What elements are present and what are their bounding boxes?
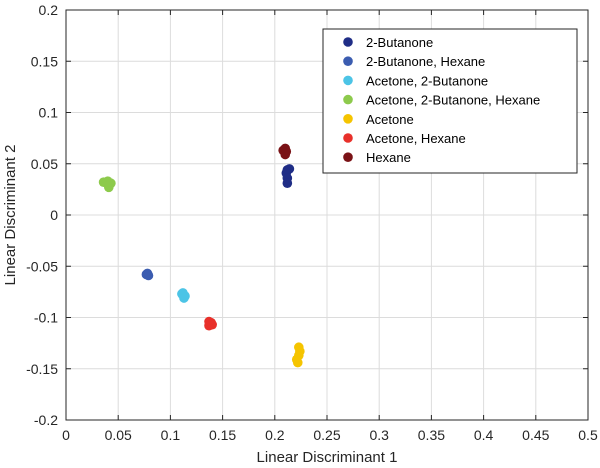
legend-marker — [343, 114, 353, 124]
y-axis-label: Linear Discriminant 2 — [2, 145, 19, 286]
data-point — [104, 182, 114, 193]
legend-box — [322, 28, 578, 174]
x-tick-label: 0.45 — [522, 427, 549, 443]
y-tick-label: -0.15 — [26, 361, 58, 377]
x-tick-label: 0.4 — [474, 427, 494, 443]
legend-label: 2-Butanone, Hexane — [366, 54, 485, 69]
legend-label: 2-Butanone — [366, 35, 433, 50]
x-tick-label: 0.2 — [265, 427, 285, 443]
legend-label: Acetone, 2-Butanone — [366, 73, 488, 88]
legend-label: Acetone — [366, 112, 414, 127]
y-tick-label: 0.2 — [39, 2, 59, 18]
x-tick-label: 0.5 — [578, 427, 598, 443]
x-axis-label: Linear Discriminant 1 — [257, 449, 398, 466]
legend-label: Acetone, 2-Butanone, Hexane — [366, 93, 540, 108]
x-tick-label: 0.3 — [369, 427, 389, 443]
legend-label: Hexane — [366, 150, 411, 165]
legend-marker — [343, 37, 353, 47]
y-tick-label: -0.1 — [34, 310, 58, 326]
x-tick-label: 0.35 — [418, 427, 445, 443]
y-tick-label: 0 — [50, 207, 58, 223]
x-tick-label: 0 — [62, 427, 70, 443]
data-point — [177, 289, 187, 299]
y-tick-label: 0.1 — [39, 105, 59, 121]
y-tick-label: 0.15 — [31, 53, 58, 69]
data-point — [282, 178, 293, 189]
legend-marker — [343, 56, 353, 66]
data-point — [280, 149, 291, 160]
data-point — [142, 268, 153, 279]
y-tick-label: -0.05 — [26, 258, 58, 274]
x-tick-label: 0.25 — [313, 427, 340, 443]
legend: 2-Butanone 2-Butanone, Hexane Acetone, 2-B… — [322, 28, 578, 174]
y-tick-label: -0.2 — [34, 412, 58, 428]
x-tick-label: 0.1 — [161, 427, 181, 443]
x-tick-label: 0.05 — [105, 427, 132, 443]
legend-marker — [343, 133, 353, 143]
data-point — [292, 357, 303, 368]
legend-label: Acetone, Hexane — [366, 131, 466, 146]
legend-marker — [343, 75, 353, 86]
y-tick-labels: -0.2 -0.15 -0.1 -0.05 0 0.05 0.1 0.15 0.2 — [26, 2, 58, 428]
y-tick-label: 0.05 — [31, 156, 58, 172]
x-tick-labels: 0 0.05 0.1 0.15 0.2 0.25 0.3 0.35 0.4 0.45 0.5 — [62, 427, 598, 443]
legend-marker — [343, 94, 353, 105]
data-points — [98, 143, 305, 368]
x-tick-label: 0.15 — [209, 427, 236, 443]
data-point — [204, 316, 214, 327]
plot-frame — [65, 9, 589, 421]
legend-marker — [343, 152, 353, 162]
